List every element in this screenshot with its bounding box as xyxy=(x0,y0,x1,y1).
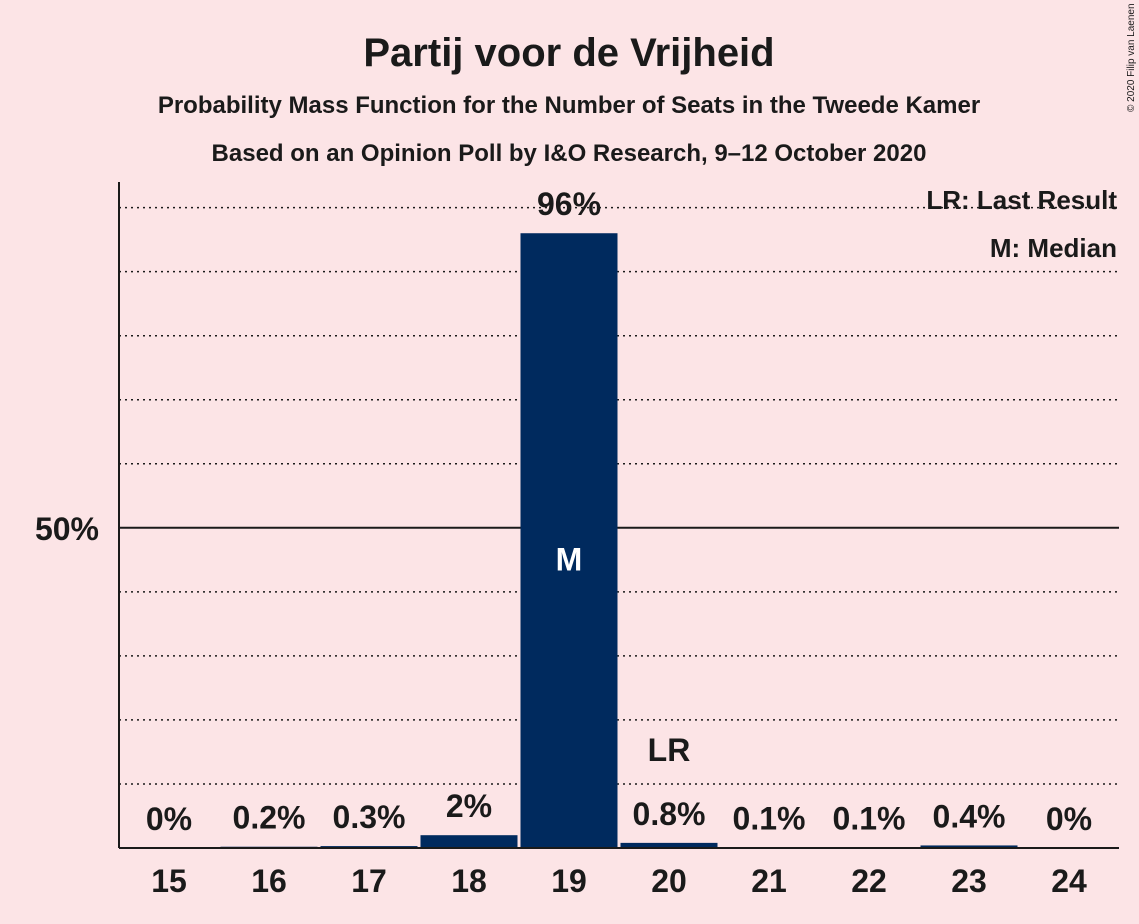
grid-lines xyxy=(119,206,1119,785)
data-labels: 0% 0.2% 0.3% 2% 96% M 0.8% LR 0.1% 0.1% 0.4% 0% xyxy=(146,186,1092,837)
chart-subtitle-1: Probability Mass Function for the Number… xyxy=(158,92,980,119)
data-label-18: 2% xyxy=(446,788,492,824)
legend-last-result: LR: Last Result xyxy=(926,185,1117,215)
axes: 50% 15 16 17 18 19 20 21 22 23 24 xyxy=(35,182,1119,899)
data-label-16: 0.2% xyxy=(233,800,306,836)
median-marker: M xyxy=(556,542,583,578)
bar-20 xyxy=(620,842,718,848)
data-label-15: 0% xyxy=(146,801,192,837)
chart-title: Partij voor de Vrijheid xyxy=(363,31,774,75)
bar-19 xyxy=(520,233,618,848)
y-tick-label: 50% xyxy=(35,511,99,547)
chart-subtitle-2: Based on an Opinion Poll by I&O Research… xyxy=(212,140,927,167)
data-label-21: 0.1% xyxy=(733,800,806,836)
x-tick-label-22: 22 xyxy=(851,863,887,899)
x-tick-label-20: 20 xyxy=(651,863,687,899)
last-result-marker: LR xyxy=(648,732,691,768)
legend-median: M: Median xyxy=(990,233,1117,263)
x-tick-label-21: 21 xyxy=(751,863,787,899)
x-tick-label-24: 24 xyxy=(1051,863,1087,899)
x-tick-label-18: 18 xyxy=(451,863,487,899)
x-tick-label-23: 23 xyxy=(951,863,987,899)
copyright-notice: © 2020 Filip van Laenen xyxy=(1126,3,1137,112)
x-tick-label-17: 17 xyxy=(351,863,387,899)
bars xyxy=(220,233,1018,848)
x-tick-label-15: 15 xyxy=(151,863,187,899)
data-label-20: 0.8% xyxy=(633,796,706,832)
data-label-19: 96% xyxy=(537,186,601,222)
bar-18 xyxy=(420,835,518,848)
x-tick-label-16: 16 xyxy=(251,863,287,899)
data-label-24: 0% xyxy=(1046,801,1092,837)
data-label-23: 0.4% xyxy=(933,798,1006,834)
x-tick-label-19: 19 xyxy=(551,863,587,899)
data-label-22: 0.1% xyxy=(833,800,906,836)
data-label-17: 0.3% xyxy=(333,799,406,835)
bar-23 xyxy=(920,845,1018,848)
